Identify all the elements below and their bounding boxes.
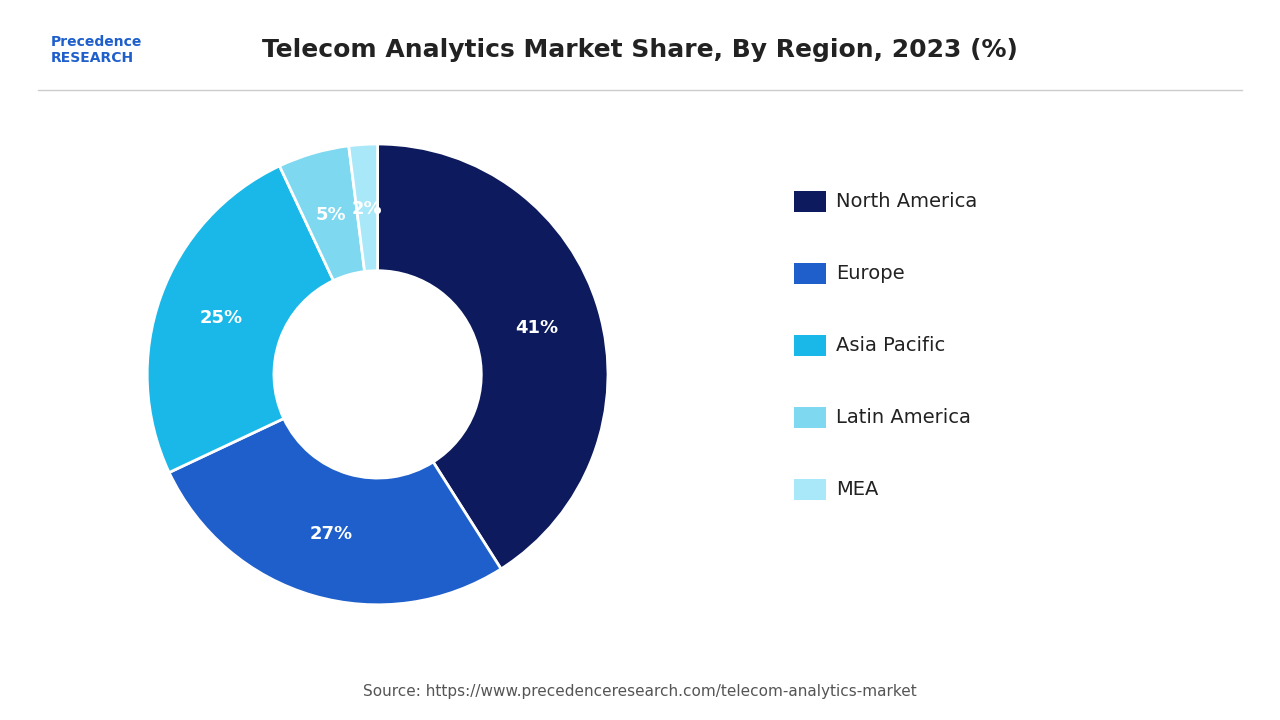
Text: MEA: MEA: [836, 480, 878, 499]
Text: Source: https://www.precedenceresearch.com/telecom-analytics-market: Source: https://www.precedenceresearch.c…: [364, 684, 916, 698]
Text: North America: North America: [836, 192, 977, 211]
Text: 5%: 5%: [316, 206, 347, 224]
Text: Telecom Analytics Market Share, By Region, 2023 (%): Telecom Analytics Market Share, By Regio…: [262, 38, 1018, 63]
Wedge shape: [348, 144, 378, 271]
Wedge shape: [147, 166, 334, 472]
Text: Precedence
RESEARCH: Precedence RESEARCH: [51, 35, 142, 66]
Wedge shape: [279, 146, 365, 281]
Text: Latin America: Latin America: [836, 408, 970, 427]
Text: 25%: 25%: [200, 309, 243, 327]
Text: Asia Pacific: Asia Pacific: [836, 336, 945, 355]
Text: 27%: 27%: [310, 525, 353, 543]
Text: 41%: 41%: [516, 319, 558, 337]
Text: Europe: Europe: [836, 264, 905, 283]
Wedge shape: [378, 144, 608, 569]
Text: 2%: 2%: [352, 200, 383, 218]
Wedge shape: [169, 418, 500, 605]
